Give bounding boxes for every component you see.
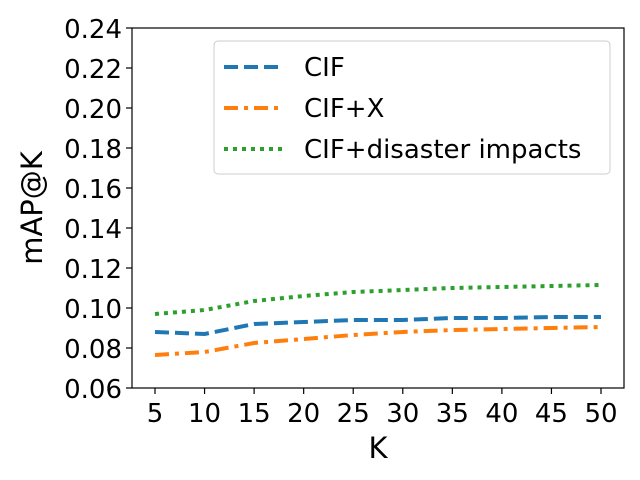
series-line [154, 315, 601, 337]
x-tick-label: 5 [147, 399, 164, 429]
axis-ticks: 5 10 15 20 25 30 35 40 45 50 0.06 0.08 0.10 0.12 0.14 0… [64, 15, 617, 429]
y-tick-label: 0.20 [64, 95, 122, 125]
legend-label: CIF [304, 53, 345, 83]
y-tick-label: 0.12 [64, 255, 122, 285]
y-axis-label: mAP@K [15, 150, 49, 265]
legend-box [213, 40, 611, 175]
legend: CIF CIF+X CIF+disaster impacts [213, 40, 611, 175]
y-tick-label: 0.08 [64, 335, 122, 365]
x-tick-label: 45 [535, 399, 568, 429]
x-tick-label: 50 [584, 399, 617, 429]
plot-area-frame [131, 27, 625, 389]
y-tick-label: 0.10 [64, 295, 122, 325]
plot-lines [154, 283, 602, 357]
x-tick-label: 25 [337, 399, 370, 429]
x-tick-label: 10 [188, 399, 221, 429]
x-tick-label: 40 [485, 399, 518, 429]
legend-label: CIF+disaster impacts [304, 135, 581, 165]
y-tick-label: 0.14 [64, 215, 122, 245]
y-tick-label: 0.22 [64, 55, 122, 85]
x-tick-label: 35 [436, 399, 469, 429]
series-line [154, 325, 602, 357]
y-tick-label: 0.16 [64, 175, 122, 205]
y-tick-label: 0.06 [64, 375, 122, 405]
series-line [154, 283, 602, 316]
x-tick-label: 20 [287, 399, 320, 429]
y-tick-label: 0.18 [64, 135, 122, 165]
x-axis-label: K [368, 431, 388, 465]
legend-label: CIF+X [304, 94, 384, 124]
x-tick-label: 15 [238, 399, 271, 429]
x-tick-label: 30 [386, 399, 419, 429]
y-tick-label: 0.24 [64, 15, 122, 45]
